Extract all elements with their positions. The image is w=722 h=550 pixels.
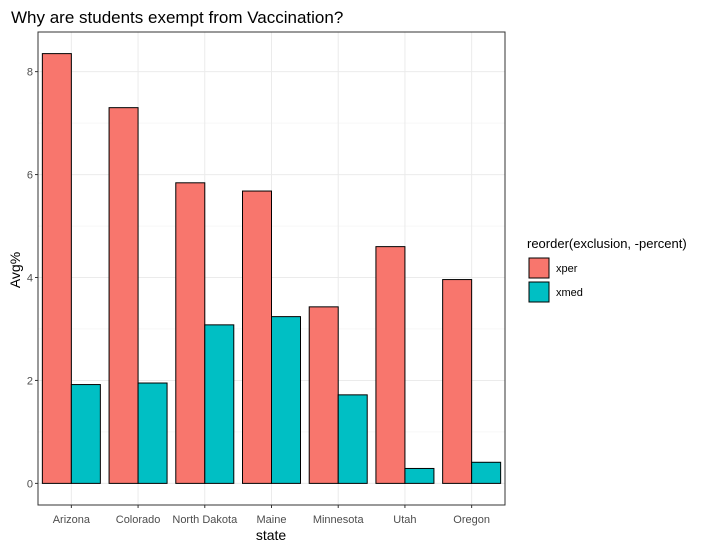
bar-xper — [41, 53, 72, 484]
x-tick-label: Maine — [257, 514, 287, 526]
bar-xper — [108, 107, 139, 484]
y-tick-label: 4 — [27, 273, 33, 285]
bar-xmed — [271, 316, 301, 484]
legend-key-xmed — [528, 281, 550, 303]
x-tick-label: Colorado — [116, 514, 161, 526]
bar-xmed — [70, 384, 101, 484]
legend-key-xper — [528, 257, 550, 279]
bar-xper — [375, 246, 406, 484]
bar-xmed — [471, 461, 502, 484]
y-tick-label: 2 — [27, 375, 33, 387]
chart-title: Why are students exempt from Vaccination… — [11, 8, 343, 27]
y-axis-title: Avg% — [7, 252, 23, 288]
x-tick-label: Oregon — [453, 514, 490, 526]
x-axis: Arizona Colorado North Dakota Maine Minnesot… — [53, 505, 490, 526]
y-axis: 0 2 4 6 8 — [27, 67, 38, 490]
bar-xper — [175, 182, 206, 484]
legend-title: reorder(exclusion, -percent) — [527, 236, 687, 251]
bar-xper — [442, 279, 473, 484]
bar-xmed — [404, 467, 435, 484]
x-axis-title: state — [256, 527, 287, 543]
y-tick-label: 8 — [27, 67, 33, 79]
bar-xper — [308, 306, 339, 484]
bar-xper — [242, 190, 272, 484]
legend-label-xmed: xmed — [556, 287, 583, 299]
x-tick-label: Utah — [393, 514, 416, 526]
bar-xmed — [137, 382, 168, 484]
bar-xmed — [337, 394, 368, 484]
bar-xmed — [204, 324, 235, 484]
bars — [41, 53, 502, 484]
legend-label-xper: xper — [556, 263, 578, 275]
y-tick-label: 0 — [27, 478, 33, 490]
x-tick-label: Arizona — [53, 514, 91, 526]
legend: reorder(exclusion, -percent) xper xmed — [527, 236, 687, 303]
x-tick-label: North Dakota — [172, 514, 238, 526]
x-tick-label: Minnesota — [313, 514, 365, 526]
y-tick-label: 6 — [27, 170, 33, 182]
